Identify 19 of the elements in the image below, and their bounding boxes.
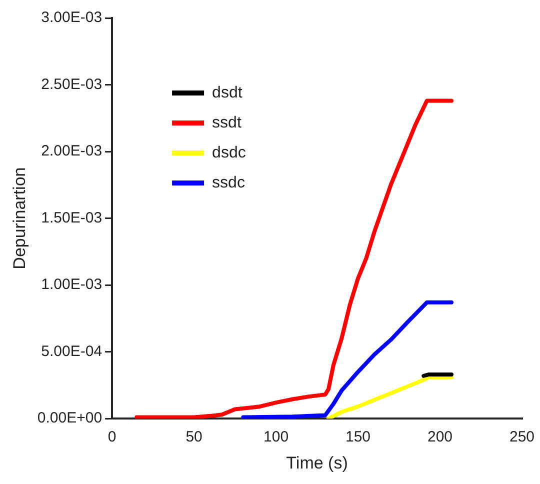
x-tick-label: 50 — [186, 428, 202, 446]
y-tick-label: 2.00E-03 — [41, 142, 102, 160]
x-tick-label: 250 — [509, 428, 535, 446]
x-tick-label: 150 — [346, 428, 371, 446]
x-tick-label: 0 — [108, 428, 116, 446]
y-tick-label: 2.50E-03 — [41, 76, 102, 93]
y-axis-title: Depurinartion — [10, 167, 29, 270]
y-tick-label: 5.00E-04 — [41, 342, 102, 360]
y-tick-label: 1.50E-03 — [41, 209, 102, 226]
x-tick-label: 100 — [264, 428, 289, 446]
y-tick-label: 0.00E+00 — [37, 410, 102, 427]
y-tick-label: 1.00E-03 — [41, 276, 102, 294]
legend-label: ssdt — [212, 114, 242, 132]
legend-label: dsdc — [212, 144, 246, 162]
x-axis-title: Time (s) — [286, 453, 348, 472]
legend-label: ssdc — [212, 174, 245, 192]
x-tick-label: 200 — [427, 428, 453, 446]
y-tick-label: 3.00E-03 — [41, 9, 102, 26]
legend-label: dsdt — [212, 84, 243, 102]
